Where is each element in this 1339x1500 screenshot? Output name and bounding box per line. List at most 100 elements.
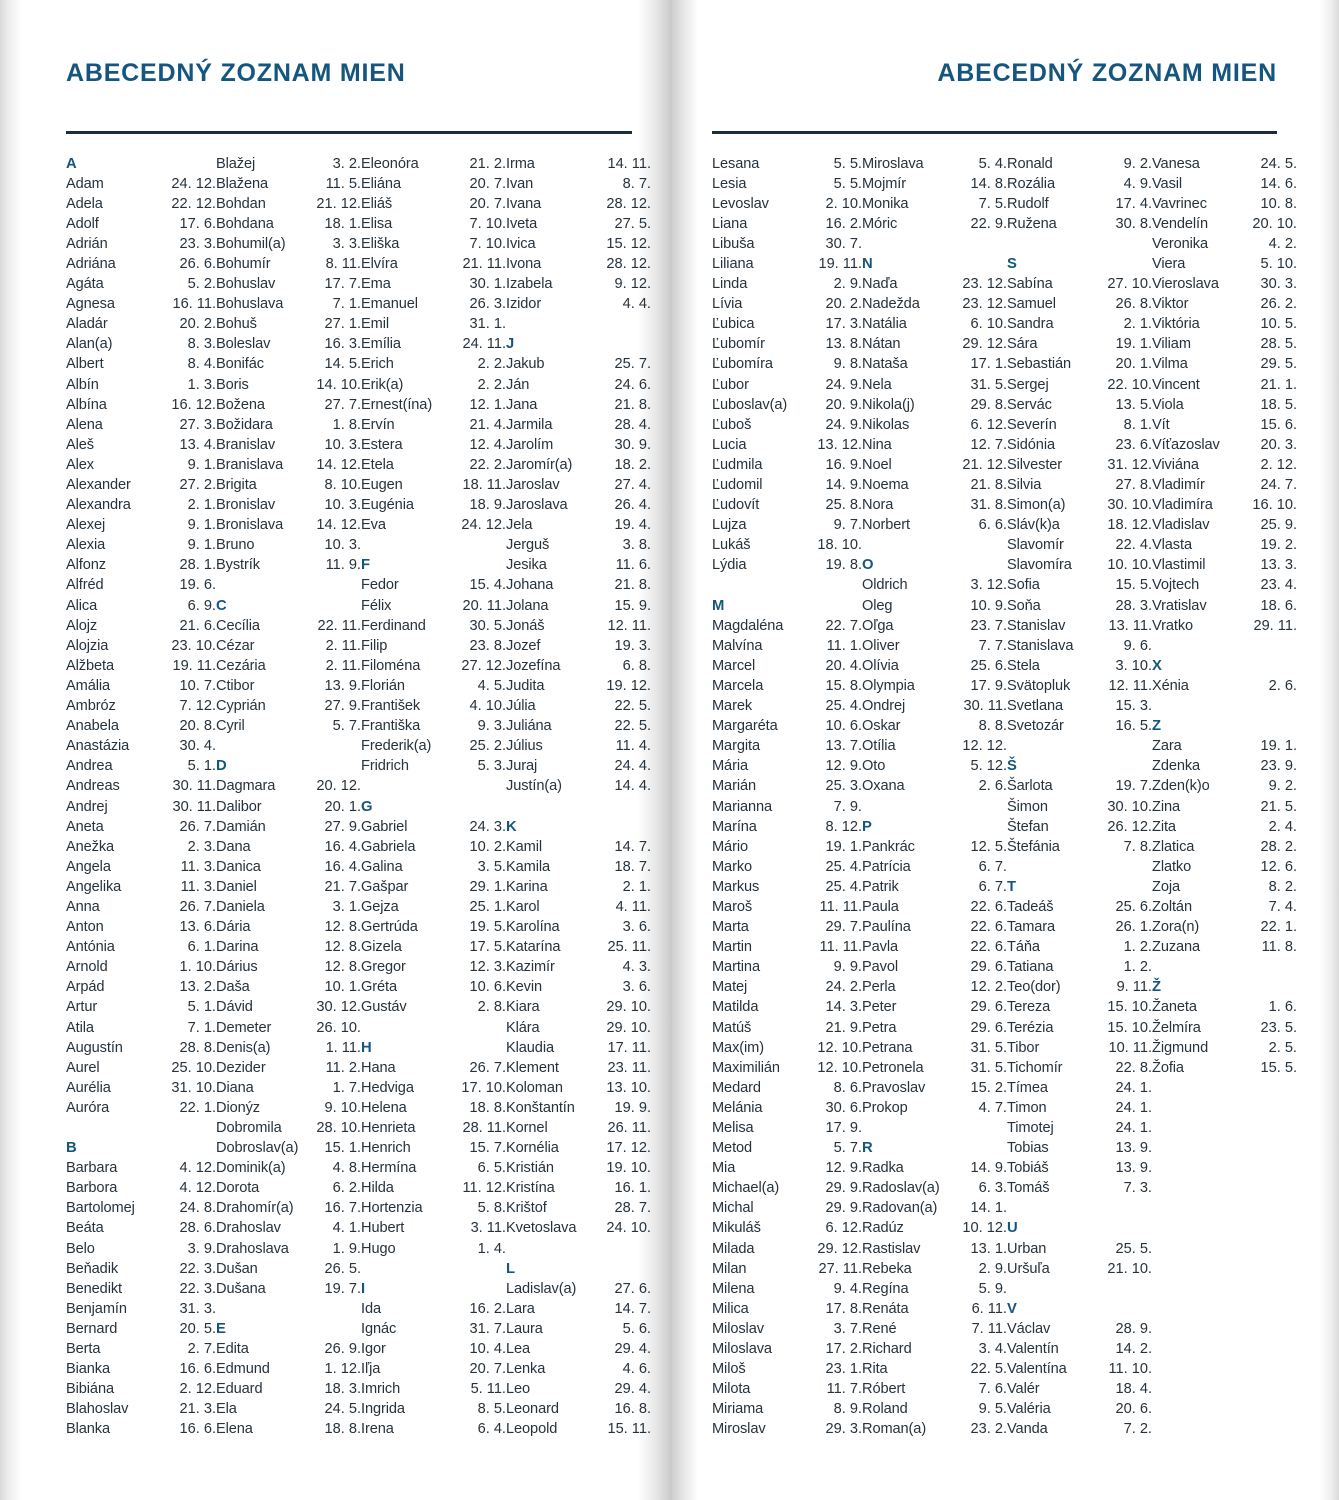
entry-name: Melisa [712,1120,754,1136]
entry-name: Otília [862,738,896,755]
block-spacer [361,1259,506,1279]
name-entry: Ľubor 24. 9. [712,375,862,395]
name-entry: Miloslava 17. 2. [712,1339,862,1359]
entry-date: 15. 1. [324,1140,361,1157]
entry-name: Benjamín [66,1300,127,1317]
name-entry: Hermína 6. 5. [361,1158,506,1178]
entry-date: 11. 8. [1261,939,1297,956]
entry-name: Kristína [506,1180,555,1197]
entry-name: Eugénia [361,497,414,514]
name-entry: Marko 25. 4. [712,857,862,877]
name-entry: Otília 12. 12. [862,736,1007,756]
entry-name: Ambróz [66,698,116,715]
entry-name: Lýdia [712,557,747,574]
entry-name: Petrana [862,1039,913,1056]
name-entry: Ľudomil 14. 9. [712,475,862,495]
entry-date: 24. 2. [825,979,862,996]
name-entry: Ivona 28. 12. [506,254,651,274]
entry-date: 31. 10. [171,1079,216,1096]
name-entry: Kamila 18. 7. [506,857,651,877]
name-entry: Rita 22. 5. [862,1359,1007,1379]
entry-name: Liana [712,215,748,232]
name-entry: Jaroslava 26. 4. [506,495,651,515]
entry-name: Lukáš [712,537,751,554]
entry-name: Alan(a) [66,336,113,353]
entry-name: Oleg [862,597,893,614]
name-entry: Vavrinec 10. 8. [1152,194,1297,214]
entry-name: Gréta [361,979,397,996]
entry-name: Viola [1152,396,1184,413]
entry-date: 22. 1. [1260,919,1297,936]
name-entry: Filoména 27. 12. [361,656,506,676]
name-entry: Klement 23. 11. [506,1058,651,1078]
entry-name: Maroš [712,898,753,915]
name-entry: Hubert 3. 11. [361,1218,506,1238]
name-entry: Paulína 22. 6. [862,917,1007,937]
entry-name: Iveta [506,215,538,232]
name-entry: Ľudmila 16. 9. [712,455,862,475]
entry-name: Dionýz [216,1099,261,1116]
entry-name: Valér [1007,1381,1040,1398]
entry-date: 11. 9. [325,557,361,574]
entry-name: Juraj [506,758,538,775]
entry-date: 30. 10. [1107,497,1152,514]
letter-heading-u: U [1007,1220,1018,1237]
name-entry: Tobias 13. 9. [1007,1138,1152,1158]
name-entry: Linda 2. 9. [712,274,862,294]
name-entry: Kristína 16. 1. [506,1178,651,1198]
name-entry: Norbert 6. 6. [862,515,1007,535]
name-entry: Daša 10. 1. [216,977,361,997]
name-entry: Lesia 5. 5. [712,174,862,194]
entry-name: Ida [361,1300,381,1317]
entry-name: Bohumil(a) [216,235,286,252]
entry-name: Katarína [506,939,561,956]
name-entry: Rudolf 17. 4. [1007,194,1152,214]
entry-date: 24. 9. [825,416,862,433]
name-entry: Paula 22. 6. [862,897,1007,917]
entry-date: 12. 9. [825,1160,862,1177]
name-entry: Auróra 22. 1. [66,1098,216,1118]
entry-name: Aleš [66,436,94,453]
letter-heading-v: V [1007,1300,1017,1317]
name-entry: Leo 29. 4. [506,1379,651,1399]
name-entry: Konštantín 19. 9. [506,1098,651,1118]
entry-date: 10. 3. [324,497,361,514]
name-column: Irma 14. 11. Ivan 8. 7. Ivana 28. 12. Iveta 27.… [506,154,651,1440]
entry-date: 9. 3. [477,718,506,735]
entry-name: Matúš [712,1019,752,1036]
name-entry: Leopold 15. 11. [506,1419,651,1439]
name-entry: Rozália 4. 9. [1007,174,1152,194]
entry-name: Branislava [216,456,284,473]
name-entry: Gustáv 2. 8. [361,997,506,1017]
name-entry: Štefánia 7. 8. [1007,837,1152,857]
entry-name: Adela [66,195,103,212]
entry-date: 23. 8. [469,637,506,654]
entry-name: Johana [506,577,554,594]
entry-date: 1. 9. [332,1240,361,1257]
name-entry: Bohuslava 7. 1. [216,294,361,314]
name-entry: Miriama 8. 9. [712,1399,862,1419]
entry-date: 12. 7. [970,436,1007,453]
entry-date: 12. 9. [825,758,862,775]
entry-date: 24. 4. [614,758,651,775]
entry-date: 13. 2. [179,979,216,996]
entry-date: 19. 9. [614,1099,651,1116]
entry-name: Laura [506,1320,543,1337]
name-entry: Matúš 21. 9. [712,1018,862,1038]
entry-name: Ružena [1007,215,1057,232]
entry-name: Šimon [1007,798,1048,815]
name-column: Ronald 9. 2. Rozália 4. 9. Rudolf 17. 4. Ružen… [1007,154,1152,1440]
entry-name: Irma [506,155,535,172]
letter-heading-š: Š [1007,758,1017,775]
entry-name: Tobiáš [1007,1160,1049,1177]
name-entry: Július 11. 4. [506,736,651,756]
name-entry: Mikuláš 6. 12. [712,1218,862,1238]
entry-date: 28. 4. [614,416,651,433]
name-entry: Samuel 26. 8. [1007,294,1152,314]
entry-date: 31. 5. [970,1059,1007,1076]
entry-date: 16. 2. [469,1300,506,1317]
page-title-right: ABECEDNÝ ZOZNAM MIEN [937,59,1277,87]
name-entry: Dezider 11. 2. [216,1058,361,1078]
entry-date: 18. 5. [1260,396,1297,413]
name-entry: Ctibor 13. 9. [216,676,361,696]
